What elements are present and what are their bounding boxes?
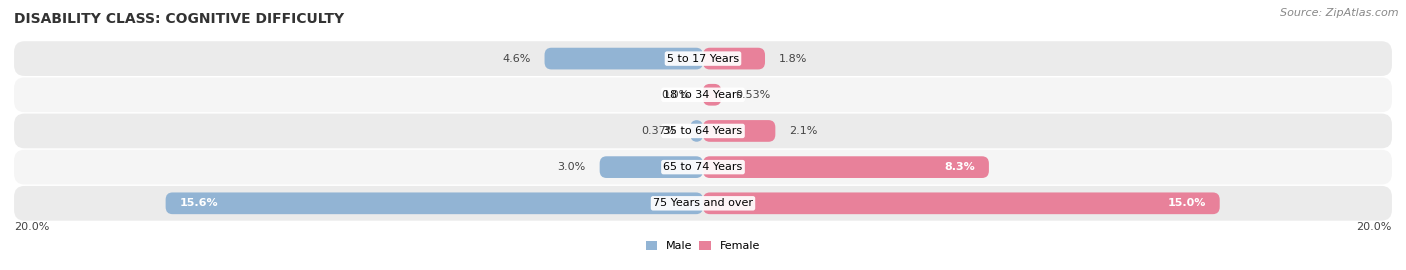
FancyBboxPatch shape (703, 156, 988, 178)
FancyBboxPatch shape (14, 77, 1392, 112)
FancyBboxPatch shape (14, 150, 1392, 184)
Text: 35 to 64 Years: 35 to 64 Years (664, 126, 742, 136)
FancyBboxPatch shape (544, 48, 703, 69)
Text: 75 Years and over: 75 Years and over (652, 198, 754, 208)
FancyBboxPatch shape (703, 48, 765, 69)
FancyBboxPatch shape (703, 120, 775, 142)
Text: DISABILITY CLASS: COGNITIVE DIFFICULTY: DISABILITY CLASS: COGNITIVE DIFFICULTY (14, 12, 344, 26)
FancyBboxPatch shape (599, 156, 703, 178)
Text: 0.53%: 0.53% (735, 90, 770, 100)
Text: 65 to 74 Years: 65 to 74 Years (664, 162, 742, 172)
FancyBboxPatch shape (14, 114, 1392, 148)
FancyBboxPatch shape (14, 186, 1392, 221)
Text: 5 to 17 Years: 5 to 17 Years (666, 53, 740, 64)
FancyBboxPatch shape (703, 193, 1219, 214)
Legend: Male, Female: Male, Female (641, 236, 765, 256)
FancyBboxPatch shape (690, 120, 703, 142)
FancyBboxPatch shape (703, 84, 721, 106)
Text: 15.6%: 15.6% (180, 198, 218, 208)
Text: 20.0%: 20.0% (1357, 222, 1392, 232)
Text: Source: ZipAtlas.com: Source: ZipAtlas.com (1281, 8, 1399, 18)
Text: 15.0%: 15.0% (1167, 198, 1206, 208)
Text: 2.1%: 2.1% (789, 126, 817, 136)
Text: 4.6%: 4.6% (502, 53, 531, 64)
Text: 3.0%: 3.0% (558, 162, 586, 172)
Text: 0.0%: 0.0% (661, 90, 689, 100)
Text: 0.37%: 0.37% (641, 126, 676, 136)
FancyBboxPatch shape (166, 193, 703, 214)
Text: 8.3%: 8.3% (945, 162, 976, 172)
FancyBboxPatch shape (14, 41, 1392, 76)
Text: 18 to 34 Years: 18 to 34 Years (664, 90, 742, 100)
Text: 1.8%: 1.8% (779, 53, 807, 64)
Text: 20.0%: 20.0% (14, 222, 49, 232)
